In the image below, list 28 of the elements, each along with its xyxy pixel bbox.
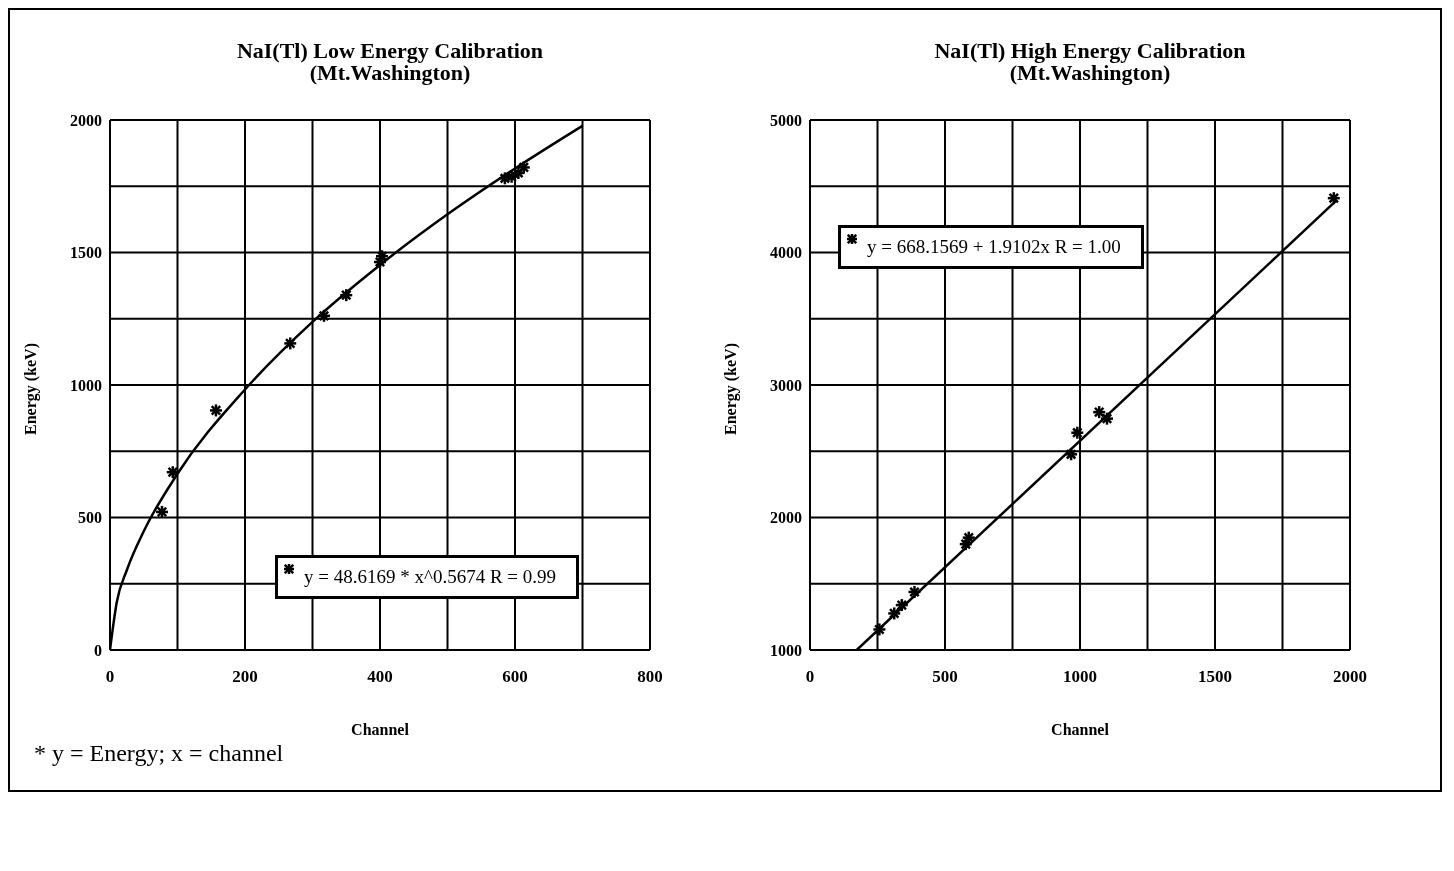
x-tick-label: 600 xyxy=(502,667,528,687)
x-tick-label: 500 xyxy=(932,667,958,687)
y-tick-label: 1000 xyxy=(770,641,802,659)
annotation: y = 48.6169 * x^0.5674 R = 0.99 xyxy=(275,555,580,599)
x-tick-label: 0 xyxy=(805,667,815,687)
x-tick-label: 200 xyxy=(232,667,258,687)
y-axis-title: Energy (keV) xyxy=(721,343,740,435)
x-tick-label: 1000 xyxy=(1063,667,1097,687)
x-axis-title: Channel xyxy=(1051,721,1110,738)
x-tick-label: 2000 xyxy=(1333,667,1367,687)
chart-title: NaI(Tl) High Energy Calibration xyxy=(933,38,1247,63)
y-tick-label: 1500 xyxy=(70,244,102,262)
y-tick-label: 500 xyxy=(78,509,102,527)
y-tick-label: 3000 xyxy=(770,376,802,394)
annotation: y = 668.1569 + 1.9102x R = 1.00 xyxy=(838,225,1144,269)
y-tick-label: 5000 xyxy=(770,111,802,129)
y-tick-label: 4000 xyxy=(770,244,802,262)
x-axis-title: Channel xyxy=(351,721,410,738)
text: * y = Energy; x = channel xyxy=(34,740,284,767)
x-tick-label: 400 xyxy=(367,667,393,687)
x-tick-label: 800 xyxy=(637,667,663,687)
y-axis-title: Energy (keV) xyxy=(21,343,40,435)
x-tick-label: 0 xyxy=(105,667,115,687)
y-tick-label: 1000 xyxy=(70,376,102,394)
y-tick-label: 2000 xyxy=(770,509,802,527)
y-tick-label: 0 xyxy=(94,641,102,659)
x-tick-label: 1500 xyxy=(1198,667,1232,687)
y-tick-label: 2000 xyxy=(70,111,102,129)
